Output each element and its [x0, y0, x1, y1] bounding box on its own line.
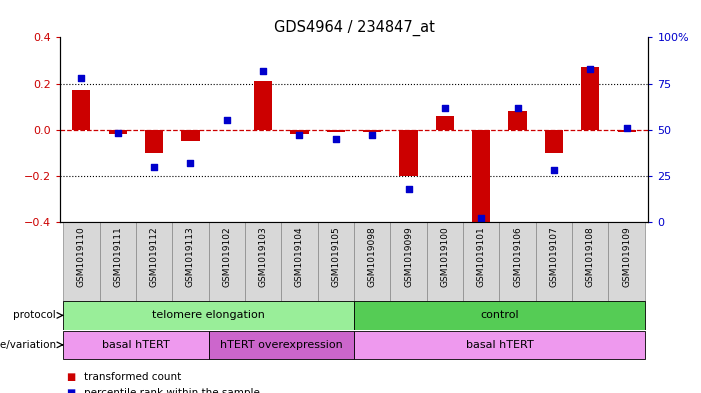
- Point: [76, 75, 87, 81]
- Bar: [63, 301, 354, 329]
- Bar: [63, 331, 209, 359]
- Bar: [545, 130, 563, 153]
- Bar: [209, 222, 245, 301]
- Text: basal hTERT: basal hTERT: [465, 340, 533, 350]
- Bar: [390, 222, 427, 301]
- Bar: [427, 222, 463, 301]
- Title: GDS4964 / 234847_at: GDS4964 / 234847_at: [273, 20, 435, 36]
- Bar: [327, 130, 345, 132]
- Point: [585, 66, 596, 72]
- Text: GSM1019104: GSM1019104: [295, 226, 304, 286]
- Text: GSM1019112: GSM1019112: [149, 226, 158, 286]
- Text: GSM1019101: GSM1019101: [477, 226, 486, 287]
- Bar: [618, 130, 636, 132]
- Bar: [182, 130, 200, 141]
- Text: GSM1019098: GSM1019098: [368, 226, 376, 287]
- Text: basal hTERT: basal hTERT: [102, 340, 170, 350]
- Text: GSM1019108: GSM1019108: [586, 226, 594, 287]
- Bar: [354, 331, 645, 359]
- Text: transformed count: transformed count: [84, 372, 182, 382]
- Text: telomere elongation: telomere elongation: [152, 310, 265, 320]
- Text: GSM1019111: GSM1019111: [114, 226, 122, 287]
- Bar: [499, 222, 536, 301]
- Point: [222, 117, 233, 123]
- Bar: [72, 90, 90, 130]
- Bar: [436, 116, 454, 130]
- Text: GSM1019106: GSM1019106: [513, 226, 522, 287]
- Text: GSM1019107: GSM1019107: [550, 226, 559, 287]
- Text: GSM1019109: GSM1019109: [622, 226, 631, 287]
- Bar: [354, 301, 645, 329]
- Point: [112, 130, 123, 136]
- Point: [257, 68, 268, 74]
- Text: GSM1019110: GSM1019110: [77, 226, 86, 287]
- Point: [149, 163, 160, 170]
- Text: GSM1019103: GSM1019103: [259, 226, 268, 287]
- Point: [403, 185, 414, 192]
- Bar: [572, 222, 608, 301]
- Bar: [508, 111, 526, 130]
- Bar: [145, 130, 163, 153]
- Text: GSM1019113: GSM1019113: [186, 226, 195, 287]
- Text: GSM1019099: GSM1019099: [404, 226, 413, 287]
- Text: protocol: protocol: [13, 310, 56, 320]
- Bar: [536, 222, 572, 301]
- Text: genotype/variation: genotype/variation: [0, 340, 56, 350]
- Bar: [581, 67, 599, 130]
- Point: [294, 132, 305, 138]
- Bar: [608, 222, 645, 301]
- Point: [185, 160, 196, 166]
- Text: ■: ■: [67, 388, 76, 393]
- Text: percentile rank within the sample: percentile rank within the sample: [84, 388, 260, 393]
- Bar: [363, 130, 381, 132]
- Bar: [245, 222, 281, 301]
- Text: GSM1019102: GSM1019102: [222, 226, 231, 286]
- Bar: [172, 222, 209, 301]
- Bar: [290, 130, 308, 134]
- Text: ■: ■: [67, 372, 76, 382]
- Text: control: control: [480, 310, 519, 320]
- Bar: [254, 81, 272, 130]
- Point: [475, 215, 486, 222]
- Point: [440, 105, 451, 111]
- Text: GSM1019105: GSM1019105: [332, 226, 340, 287]
- Point: [621, 125, 632, 131]
- Bar: [472, 130, 490, 222]
- Point: [367, 132, 378, 138]
- Text: GSM1019100: GSM1019100: [440, 226, 449, 287]
- Bar: [400, 130, 418, 176]
- Bar: [109, 130, 127, 134]
- Bar: [463, 222, 499, 301]
- Bar: [100, 222, 136, 301]
- Bar: [209, 331, 354, 359]
- Point: [330, 136, 341, 142]
- Bar: [136, 222, 172, 301]
- Bar: [318, 222, 354, 301]
- Text: hTERT overexpression: hTERT overexpression: [220, 340, 343, 350]
- Point: [548, 167, 559, 173]
- Bar: [354, 222, 390, 301]
- Bar: [281, 222, 318, 301]
- Point: [512, 105, 523, 111]
- Bar: [63, 222, 100, 301]
